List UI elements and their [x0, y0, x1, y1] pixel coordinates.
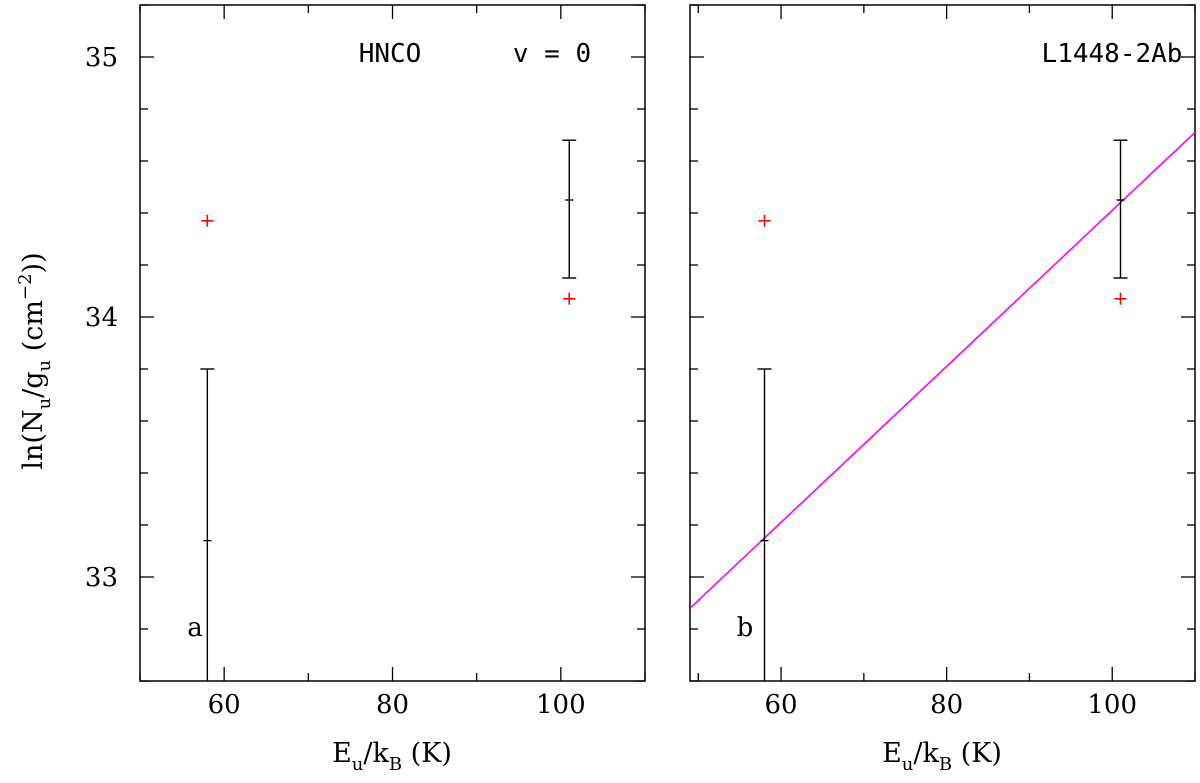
fit-line: [690, 131, 1195, 609]
x-tick-label: 60: [208, 690, 241, 720]
x-tick-label: 100: [1087, 690, 1137, 720]
y-tick-label: 33: [85, 563, 118, 593]
x-axis-label-a: Eu/kB (K): [332, 738, 452, 775]
y-axis-label: ln(Nu/gu (cm−2)): [15, 252, 55, 469]
y-tick-label: 34: [85, 303, 118, 333]
model-point: [201, 214, 214, 227]
annotation: HNCO: [359, 39, 422, 69]
data-layer: [200, 139, 577, 681]
x-tick-label: 100: [536, 690, 586, 720]
annotation: v = 0: [513, 39, 591, 69]
panel-b: 60 80 100 b L1448-2Ab: [689, 4, 1196, 720]
plot-frame: [689, 4, 1196, 682]
panel-letter: a: [187, 613, 203, 643]
x-tick-label: 80: [930, 690, 963, 720]
model-point: [758, 214, 771, 227]
annotation: L1448-2Ab: [1042, 39, 1183, 69]
model-point: [563, 292, 576, 305]
model-point: [1114, 292, 1127, 305]
x-tick-label: 60: [765, 690, 798, 720]
y-tick-label: 35: [85, 43, 118, 73]
x-tick-label: 80: [376, 690, 409, 720]
plot-frame: [139, 4, 646, 682]
x-axis-label-b: Eu/kB (K): [882, 738, 1002, 775]
panel-a: 60 80 100 33 34 35 a HNCO v = 0: [85, 4, 646, 720]
data-layer: [690, 131, 1195, 681]
panel-letter: b: [737, 613, 754, 643]
